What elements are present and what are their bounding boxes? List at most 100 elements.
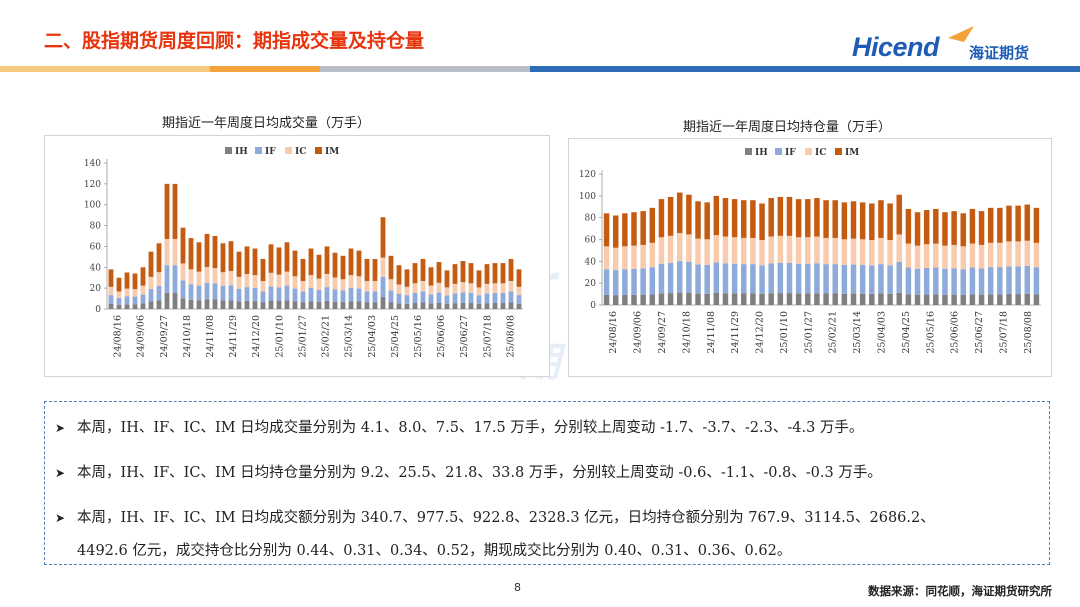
bar-segment-im [704, 202, 710, 240]
bar-segment-ic [484, 283, 490, 294]
open-interest-chart: IH IF IC IM 0 20 40 60 80 100 120 24/08/16 24/09/06 2… [568, 138, 1052, 377]
bar-segment-im [640, 211, 646, 245]
bar-stack [476, 270, 482, 309]
bar-stack [786, 196, 793, 305]
bar-segment-ic [476, 287, 482, 296]
bar-segment-if [841, 264, 848, 294]
bar-segment-ic [436, 282, 442, 293]
bar-segment-ic [252, 275, 258, 288]
bar-segment-if [713, 262, 720, 293]
x-tick-label: 24/09/06 [633, 311, 644, 354]
bar-segment-if [603, 269, 610, 295]
bar-stack [188, 238, 194, 309]
y-tick-label: 120 [579, 170, 596, 180]
bar-segment-im [997, 207, 1003, 243]
bar-segment-ic [220, 272, 226, 287]
bar-segment-if [108, 295, 114, 304]
x-tick-label: 25/07/18 [482, 315, 493, 358]
x-tick-label: 24/11/08 [706, 311, 717, 354]
bar-segment-if [649, 267, 656, 295]
bar-segment-im [452, 264, 458, 284]
bar-segment-ic [741, 237, 747, 265]
bar-stack [640, 211, 646, 305]
bar-stack [236, 251, 242, 309]
bar-segment-ic [372, 280, 378, 292]
bar-segment-im [676, 192, 683, 234]
bar-segment-im [695, 201, 701, 239]
bar-segment-ih [228, 300, 234, 309]
volume-chart-title: 期指近一年周度日均成交量（万手） [162, 116, 371, 131]
bar-segment-if [356, 288, 362, 302]
bar-segment-ic [859, 239, 866, 265]
bar-segment-if [887, 265, 893, 294]
bar-segment-if [332, 289, 338, 302]
bar-segment-if [412, 292, 418, 304]
bar-segment-if [276, 287, 282, 302]
bar-segment-ih [508, 302, 514, 309]
bar-stack [396, 265, 402, 309]
bar-segment-ic [695, 238, 701, 265]
bar-segment-ih [324, 300, 330, 309]
bar-stack [140, 267, 146, 309]
bar-segment-ih [649, 294, 656, 305]
bar-segment-if [951, 268, 957, 295]
bar-segment-ic [768, 236, 774, 264]
bar-segment-im [686, 194, 692, 235]
bar-segment-ih [180, 298, 186, 309]
bar-stack [878, 200, 884, 305]
bar-segment-if [500, 292, 506, 304]
bar-segment-im [722, 198, 729, 237]
bar-segment-ic [640, 244, 646, 269]
bar-segment-ih [768, 293, 774, 305]
bar-segment-if [695, 264, 701, 294]
bar-segment-im [372, 258, 378, 281]
bar-stack [905, 208, 912, 305]
bar-stack [1015, 205, 1021, 305]
bar-stack [324, 246, 330, 309]
bar-segment-ic [268, 272, 274, 287]
legend-swatch-ih [225, 147, 232, 154]
y-tick-label: 0 [95, 305, 101, 315]
bar-stack [116, 277, 122, 309]
bar-segment-if [1024, 265, 1031, 294]
bar-segment-if [516, 295, 522, 304]
x-tick-label: 25/06/27 [974, 311, 985, 354]
bar-segment-if [436, 292, 442, 303]
bar-segment-if [396, 293, 402, 304]
bar-stack [444, 270, 450, 309]
bar-segment-ic [978, 244, 985, 269]
bar-segment-if [722, 263, 729, 294]
x-tick-label: 25/01/27 [803, 311, 814, 354]
bar-stack [428, 267, 434, 309]
bar-stack [228, 241, 234, 309]
bar-stack [741, 200, 747, 305]
bar-segment-ih [484, 303, 490, 309]
bar-segment-ih [914, 294, 921, 305]
bar-segment-ih [741, 293, 747, 305]
bar-segment-if [268, 286, 274, 301]
bar-segment-ih [951, 294, 957, 305]
bar-stack [1006, 205, 1012, 305]
bar-segment-ic [622, 246, 628, 270]
bar-stack [196, 242, 202, 309]
bar-segment-im [316, 254, 322, 279]
bar-stack [704, 202, 710, 305]
bar-segment-if [196, 285, 202, 301]
bar-segment-if [372, 291, 378, 303]
bar-stack [658, 199, 665, 305]
volume-chart: IH IF IC IM 0 20 40 60 80 100 120 140 24/08/16 24/09/… [44, 135, 550, 377]
legend-label-im: IM [325, 147, 339, 157]
bar-segment-ic [1024, 240, 1031, 266]
bar-segment-im [859, 202, 866, 240]
bar-segment-ic [649, 242, 656, 268]
bar-segment-ic [148, 276, 154, 289]
bar-segment-ic [404, 286, 410, 296]
bar-segment-im [1024, 204, 1031, 241]
bar-segment-ic [380, 257, 386, 277]
bar-segment-ih [196, 300, 202, 309]
bar-segment-im [260, 258, 266, 281]
bar-segment-ih [348, 301, 354, 309]
chart-legend: IH IF IC IM [745, 148, 859, 158]
bar-segment-ic [508, 280, 514, 292]
bar-segment-im [196, 242, 202, 272]
